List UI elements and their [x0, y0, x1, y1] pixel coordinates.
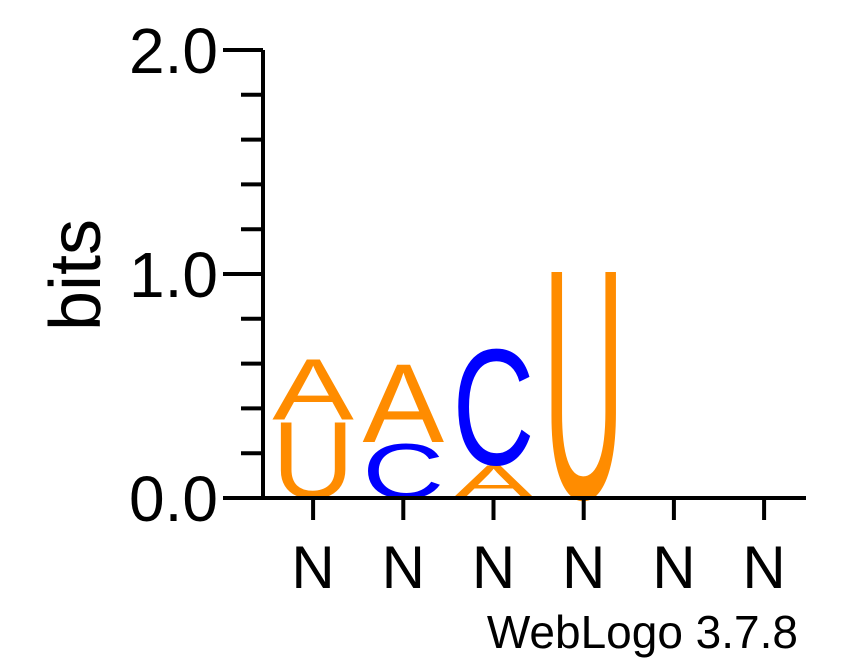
x-tick-label: N — [382, 534, 425, 601]
x-tick-label: N — [652, 534, 695, 601]
x-tick-label: N — [562, 534, 605, 601]
logo-letter-a: A — [272, 341, 354, 439]
y-tick-label: 1.0 — [129, 239, 218, 311]
y-tick-label: 0.0 — [129, 463, 218, 535]
y-axis-title: bits — [36, 219, 116, 331]
y-tick-label: 2.0 — [129, 15, 218, 87]
logo-letter-a: A — [362, 340, 444, 465]
x-tick-label: N — [742, 534, 785, 601]
weblogo-credit: WebLogo 3.7.8 — [487, 606, 798, 658]
x-tick-label: N — [472, 534, 515, 601]
x-tick-label: N — [291, 534, 334, 601]
axes: 0.01.02.0N N N N N N — [129, 15, 806, 601]
logo-letter-c: C — [452, 315, 534, 501]
